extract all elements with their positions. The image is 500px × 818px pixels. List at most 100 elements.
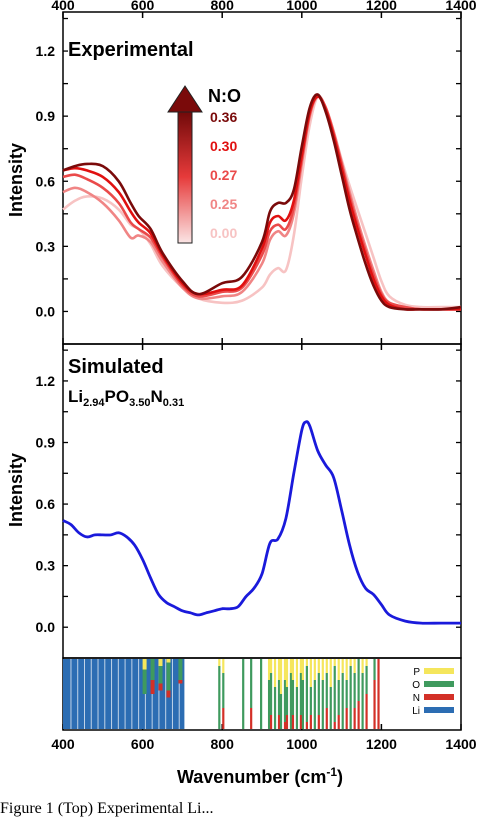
strip-bar bbox=[242, 659, 245, 729]
top-x-tick-label: 1400 bbox=[445, 0, 476, 13]
strip-bar bbox=[285, 715, 289, 729]
top-x-tick-labels: 400 600 800 1000 1200 1400 bbox=[51, 0, 476, 13]
strip-bar bbox=[166, 659, 171, 663]
strip-legend-label: Li bbox=[412, 706, 420, 717]
strip-legend: PON Li bbox=[412, 667, 454, 717]
y-tick-label: 0.9 bbox=[36, 108, 56, 124]
legend-value-0.36: 0.36 bbox=[210, 109, 237, 125]
strip-bar bbox=[321, 680, 324, 729]
strip-legend-swatch bbox=[424, 707, 454, 713]
strip-bar bbox=[277, 680, 281, 715]
strip-bar bbox=[349, 666, 352, 729]
top-panel-frame bbox=[62, 11, 462, 345]
strip-bar bbox=[260, 659, 263, 729]
strip-bar bbox=[178, 659, 183, 680]
element-contribution-strip bbox=[63, 659, 380, 729]
strip-bar bbox=[313, 680, 316, 729]
strip-bar bbox=[365, 666, 368, 694]
formula-subscript: 2.94 bbox=[83, 397, 105, 409]
strip-bar bbox=[218, 659, 221, 666]
bottom-y-tick-labels: 0.0 0.3 0.6 0.9 1.2 bbox=[36, 373, 56, 635]
strip-bar bbox=[150, 659, 155, 680]
strip-legend-label: N bbox=[413, 693, 420, 704]
bottom-series-group bbox=[62, 420, 461, 625]
x-tick-label: 1000 bbox=[286, 736, 317, 752]
strip-bar bbox=[279, 659, 283, 694]
strip-bar bbox=[269, 673, 273, 715]
strip-bar bbox=[345, 680, 348, 708]
bottom-y-axis-title: Intensity bbox=[6, 453, 26, 527]
strip-bar bbox=[341, 673, 344, 729]
strip-bar bbox=[222, 659, 225, 673]
strip-bar bbox=[301, 659, 304, 680]
strip-bar bbox=[345, 659, 348, 680]
strip-bar bbox=[166, 662, 171, 691]
x-axis-title-sup: -1 bbox=[326, 765, 337, 779]
strip-bar bbox=[150, 680, 155, 694]
legend-value-0.30: 0.30 bbox=[210, 138, 237, 154]
strip-bar bbox=[267, 680, 271, 729]
y-tick-label: 1.2 bbox=[36, 43, 56, 59]
y-tick-label: 0.6 bbox=[36, 173, 56, 189]
strip-bar bbox=[329, 659, 332, 687]
top-x-tick-label: 800 bbox=[211, 0, 235, 13]
formula-subscript: 3.50 bbox=[129, 397, 150, 409]
strip-bar bbox=[317, 715, 320, 729]
strip-bar bbox=[353, 659, 356, 673]
strip-legend-swatch bbox=[424, 668, 454, 674]
strip-bar bbox=[337, 659, 340, 680]
top-x-tick-label: 600 bbox=[131, 0, 155, 13]
bottom-panel-title: Simulated bbox=[68, 356, 164, 378]
y-tick-label: 0.3 bbox=[36, 558, 56, 574]
strip-bar bbox=[283, 722, 287, 729]
strip-bar bbox=[295, 687, 299, 729]
strip-bar bbox=[305, 722, 308, 729]
strip-bar bbox=[218, 666, 221, 729]
series-line-0.30 bbox=[62, 95, 461, 311]
strip-bar bbox=[291, 659, 295, 680]
figure-caption: Figure 1 (Top) Experimental Li... bbox=[0, 800, 214, 817]
strip-bar bbox=[222, 673, 225, 708]
strip-bar bbox=[279, 694, 283, 729]
strip-bar bbox=[337, 680, 340, 715]
y-tick-label: 1.2 bbox=[36, 373, 56, 389]
x-axis-title-main: Wavenumber (cm bbox=[177, 767, 326, 787]
strip-bar bbox=[325, 708, 328, 729]
strip-bar bbox=[373, 659, 376, 680]
strip-bar bbox=[365, 694, 368, 729]
series-line-0.25 bbox=[62, 95, 461, 311]
strip-legend-swatch bbox=[424, 681, 454, 687]
legend-value-0.25: 0.25 bbox=[210, 196, 237, 212]
strip-bar bbox=[299, 659, 303, 673]
strip-bar bbox=[269, 715, 273, 729]
strip-bar bbox=[317, 659, 320, 673]
top-x-tick-label: 1000 bbox=[286, 0, 317, 13]
strip-bar bbox=[250, 708, 253, 729]
strip-bar bbox=[325, 673, 328, 708]
x-tick-label: 1200 bbox=[366, 736, 397, 752]
legend-values: 0.36 0.30 0.27 0.25 0.00 bbox=[210, 109, 237, 241]
legend-title: N:O bbox=[208, 86, 241, 106]
formula-part: Li bbox=[68, 387, 83, 406]
strip-bar bbox=[341, 659, 344, 673]
top-y-tick-labels: 0.0 0.3 0.6 0.9 1.2 bbox=[36, 43, 56, 319]
legend-value-0.00: 0.00 bbox=[210, 225, 237, 241]
strip-bar bbox=[222, 708, 225, 729]
strip-bar bbox=[142, 659, 147, 670]
strip-bar bbox=[349, 659, 352, 666]
strip-bar bbox=[299, 673, 303, 715]
y-tick-label: 0.9 bbox=[36, 435, 56, 451]
strip-bar bbox=[289, 673, 293, 729]
strip-bar bbox=[289, 659, 293, 673]
strip-bar bbox=[309, 715, 312, 729]
top-series-group bbox=[62, 93, 462, 311]
strip-bar bbox=[299, 715, 303, 729]
strip-bar bbox=[295, 659, 299, 687]
formula-part: PO bbox=[105, 387, 130, 406]
strip-bar bbox=[365, 659, 368, 666]
x-axis-title: Wavenumber (cm-1) bbox=[177, 765, 343, 787]
top-panel-title: Experimental bbox=[68, 39, 194, 61]
strip-bar bbox=[313, 659, 316, 680]
y-tick-label: 0.6 bbox=[36, 496, 56, 512]
strip-bar bbox=[361, 659, 364, 673]
